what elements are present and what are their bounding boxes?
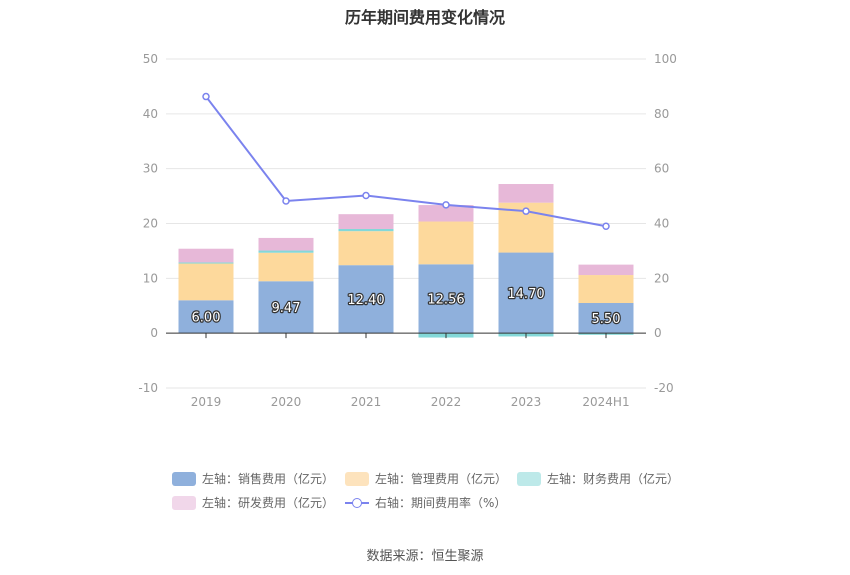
x-axis <box>166 332 646 339</box>
right-y-tick-label: 20 <box>654 271 669 285</box>
right-y-tick-label: 100 <box>654 52 677 66</box>
legend-label-sales: 左轴：销售费用（亿元） <box>202 472 335 486</box>
x-tick-label: 2022 <box>431 395 462 409</box>
bar-segment <box>178 262 234 264</box>
grid-lines <box>166 58 646 389</box>
bar-segment <box>338 265 394 334</box>
bar-data-label: 14.70 <box>507 287 544 302</box>
bar-segment <box>578 275 634 304</box>
bar-segment <box>258 281 314 334</box>
left-y-tick-label: 50 <box>143 52 158 66</box>
bar-segment <box>178 248 234 263</box>
left-y-tick-label: -10 <box>138 381 158 395</box>
right-y-tick-label: 0 <box>654 326 662 340</box>
expense-ratio-point <box>362 191 370 200</box>
bar-segment <box>498 184 554 203</box>
legend-item-expense-ratio[interactable]: 右轴：期间费用率（%） <box>345 494 506 511</box>
x-tick-label: 2021 <box>351 395 382 409</box>
legend-item-admin[interactable]: 左轴：管理费用（亿元） <box>345 470 507 487</box>
bar-segment <box>258 250 314 253</box>
bar-data-label: 5.50 <box>592 312 621 327</box>
expense-ratio-point <box>522 207 530 215</box>
expense-ratio-point <box>602 222 610 230</box>
bar-segment <box>258 252 314 282</box>
bar-segment <box>418 205 474 222</box>
legend-item-sales[interactable]: 左轴：销售费用（亿元） <box>172 470 334 487</box>
bar-segment <box>178 300 234 334</box>
bar-segment <box>338 214 394 229</box>
bar-segment <box>178 263 234 301</box>
x-tick-label: 2024H1 <box>582 395 629 409</box>
expense-ratio-line <box>205 95 607 228</box>
right-y-axis: -20 0 20 40 60 80 100 <box>654 52 677 395</box>
bar-segment <box>418 221 474 265</box>
expense-ratio-point <box>282 197 290 205</box>
admin-swatch <box>345 471 369 486</box>
x-tick-label: 2023 <box>511 395 542 409</box>
expense-ratio-point <box>442 201 450 209</box>
left-y-tick-label: 10 <box>143 271 158 285</box>
right-y-tick-label: -20 <box>654 381 674 395</box>
bar-segment <box>338 228 394 232</box>
finance-swatch <box>517 471 541 486</box>
right-y-tick-label: 60 <box>654 162 669 176</box>
bar-segment <box>338 231 394 266</box>
bar-series <box>178 184 634 338</box>
bar-data-label: 12.40 <box>347 293 384 308</box>
chart-title: 历年期间费用变化情况 <box>344 8 505 27</box>
legend-label-rnd: 左轴：研发费用（亿元） <box>202 496 335 510</box>
bar-segment <box>258 237 314 251</box>
legend-item-rnd[interactable]: 左轴：研发费用（亿元） <box>172 494 334 511</box>
left-y-tick-label: 40 <box>143 107 158 121</box>
left-y-tick-label: 20 <box>143 217 158 231</box>
x-axis-labels: 2019 2020 2021 2022 2023 2024H1 <box>191 395 630 409</box>
x-tick-label: 2020 <box>271 395 302 409</box>
bar-segment <box>578 303 634 334</box>
data-source: 数据来源：恒生聚源 <box>366 549 484 564</box>
bar-segment <box>418 264 474 334</box>
left-y-tick-label: 0 <box>150 326 158 340</box>
bar-data-label: 9.47 <box>272 301 301 316</box>
right-y-tick-label: 40 <box>654 217 669 231</box>
left-y-tick-label: 30 <box>143 162 158 176</box>
rnd-swatch <box>172 495 196 510</box>
x-tick-label: 2019 <box>191 395 222 409</box>
legend-item-finance[interactable]: 左轴：财务费用（亿元） <box>517 470 679 487</box>
bar-data-labels: 6.00 9.47 12.40 12.56 14.70 5.50 <box>190 286 621 329</box>
bar-data-label: 12.56 <box>427 293 464 308</box>
legend-label-finance: 左轴：财务费用（亿元） <box>547 472 680 486</box>
chart-canvas: -10 0 10 20 30 40 50 -20 0 20 40 60 80 100 6.00 9.47 1… <box>138 52 677 409</box>
right-y-tick-label: 80 <box>654 107 669 121</box>
legend-label-expense-ratio: 右轴：期间费用率（%） <box>375 496 507 510</box>
expense-ratio-point <box>202 92 210 101</box>
left-y-axis: -10 0 10 20 30 40 50 <box>138 52 158 395</box>
bar-data-label: 6.00 <box>192 311 221 326</box>
line-series <box>202 92 610 230</box>
legend-label-admin: 左轴：管理费用（亿元） <box>375 472 508 486</box>
expense-ratio-swatch <box>345 496 369 510</box>
bar-segment <box>498 252 554 334</box>
sales-swatch <box>172 471 196 486</box>
bar-segment <box>578 264 634 276</box>
